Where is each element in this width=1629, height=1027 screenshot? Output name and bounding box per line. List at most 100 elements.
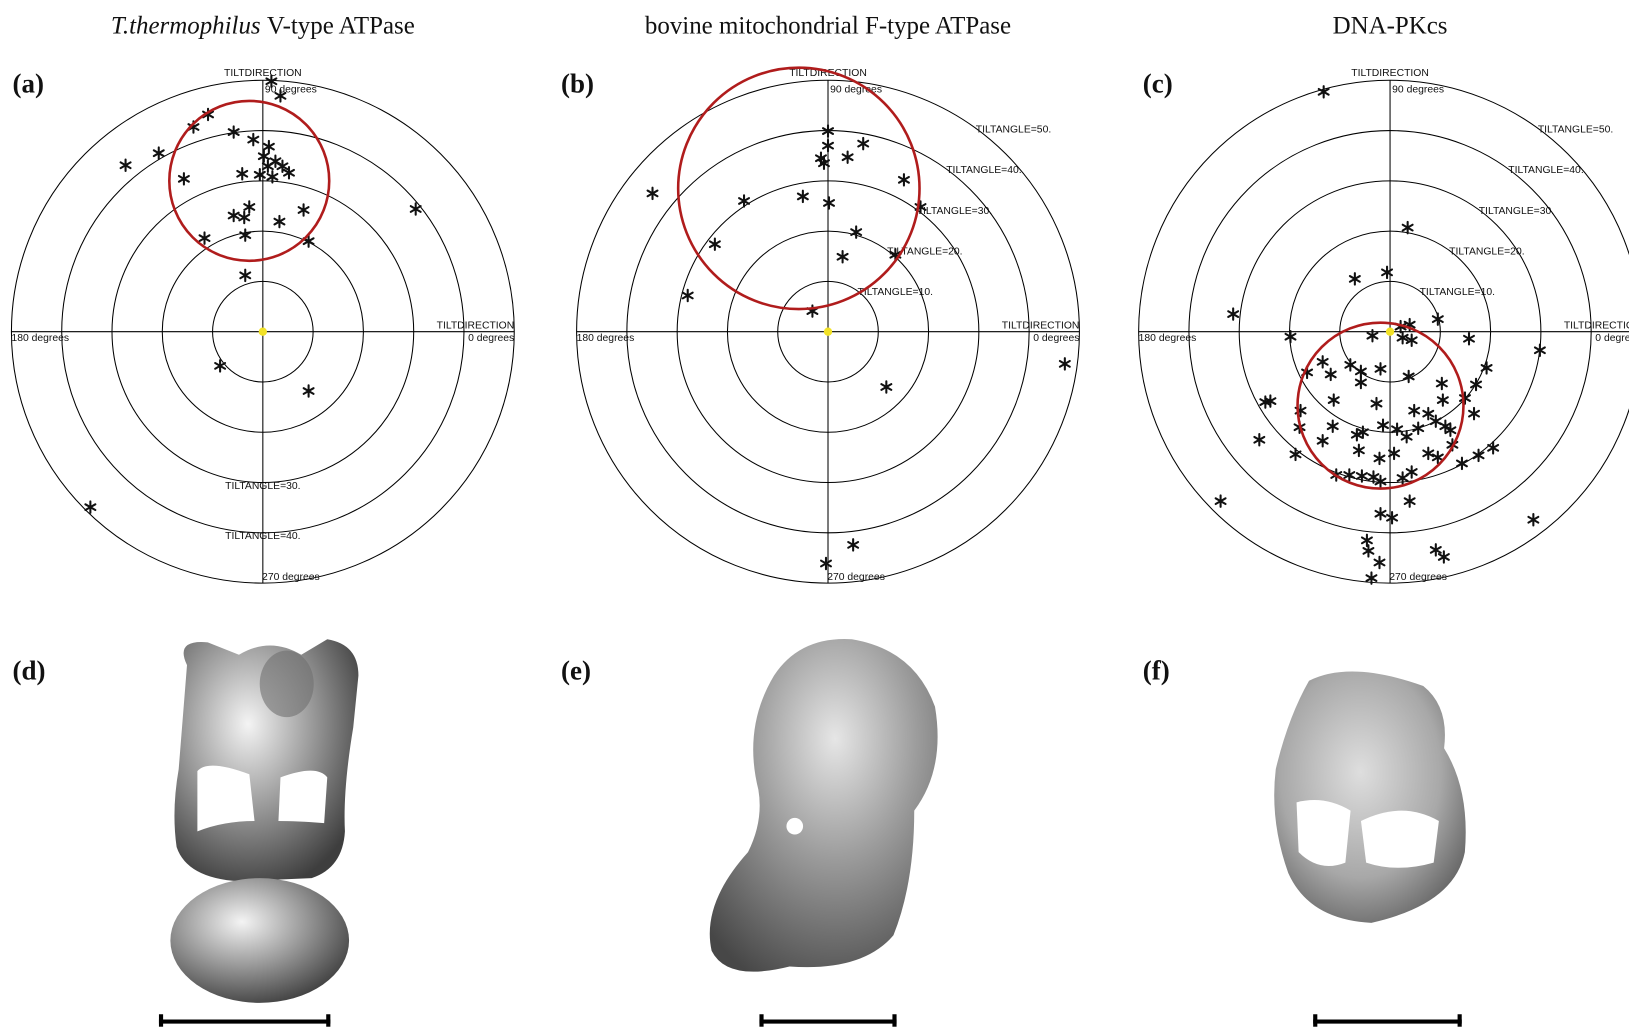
point xyxy=(244,201,254,212)
shade xyxy=(260,651,314,717)
point xyxy=(1375,557,1385,568)
point xyxy=(823,140,833,151)
page: Tilt-pair polar plots {"chart_data": [ {… xyxy=(0,0,1629,1027)
point xyxy=(1488,442,1498,453)
point xyxy=(648,188,658,199)
hole xyxy=(1361,811,1439,868)
point xyxy=(683,290,693,301)
panel-label: (b) xyxy=(561,69,594,99)
point xyxy=(1482,362,1492,373)
point xyxy=(299,204,309,215)
point xyxy=(1437,378,1447,389)
title-run: DNA-PKcs xyxy=(1333,12,1448,39)
point xyxy=(1389,448,1399,459)
point xyxy=(1407,466,1417,477)
point xyxy=(858,138,868,149)
point xyxy=(264,141,274,152)
center-point xyxy=(824,328,832,336)
point xyxy=(821,558,831,569)
point xyxy=(1387,512,1397,523)
point xyxy=(881,381,891,392)
polar-chart: DNA-PKcs(c)TILTANGLE=10.TILTANGLE=20.TIL… xyxy=(1139,12,1629,584)
point xyxy=(1423,448,1433,459)
panel-label: (e) xyxy=(561,656,591,686)
rendering-e xyxy=(710,639,938,1027)
point xyxy=(1291,449,1301,460)
point xyxy=(739,195,749,206)
direction-label: 270 degrees xyxy=(262,572,320,583)
ring-label: TILTANGLE=50. xyxy=(1538,124,1613,135)
point xyxy=(848,539,858,550)
point xyxy=(1376,508,1386,519)
point xyxy=(1362,535,1372,546)
point xyxy=(1438,394,1448,405)
hole xyxy=(278,771,327,823)
point xyxy=(899,174,909,185)
direction-title: TILTDIRECTION xyxy=(437,321,515,332)
point xyxy=(1318,435,1328,446)
ring-label: TILTANGLE=30. xyxy=(1479,206,1554,217)
point xyxy=(200,232,210,243)
direction-title: TILTDIRECTION xyxy=(1351,68,1429,79)
panel-label: (f) xyxy=(1143,656,1170,686)
point xyxy=(248,134,258,145)
direction-label: 0 degrees xyxy=(1033,333,1079,344)
highlight-circle xyxy=(678,68,919,309)
point xyxy=(1286,331,1296,342)
direction-title: TILTDIRECTION xyxy=(224,68,302,79)
rendering-d xyxy=(159,639,358,1027)
figure: (d) (e) (f) T.thermophilusV-type ATPase (… xyxy=(0,0,1629,1027)
point xyxy=(121,160,131,171)
title-run: V-type ATPase xyxy=(267,12,415,39)
point xyxy=(1528,514,1538,525)
direction-title: TILTDIRECTION xyxy=(789,68,867,79)
hole xyxy=(786,818,803,835)
point xyxy=(239,212,249,223)
center-point xyxy=(259,328,267,336)
hole xyxy=(1297,800,1351,866)
density-bottom xyxy=(170,878,349,1003)
point xyxy=(1392,424,1402,435)
point xyxy=(1216,495,1226,506)
direction-label: 270 degrees xyxy=(1389,572,1447,583)
point xyxy=(304,385,314,396)
point xyxy=(1535,345,1545,356)
point xyxy=(824,197,834,208)
point xyxy=(1350,273,1360,284)
direction-label: 0 degrees xyxy=(468,333,514,344)
point xyxy=(1433,313,1443,324)
chart-title: DNA-PKcs xyxy=(1333,12,1448,39)
point xyxy=(1060,358,1070,369)
point xyxy=(1363,545,1373,556)
ring-label: TILTANGLE=40. xyxy=(1508,165,1583,176)
title-run: T.thermophilus xyxy=(111,12,261,39)
direction-label: 90 degrees xyxy=(1392,85,1444,96)
point xyxy=(1469,408,1479,419)
point xyxy=(1372,398,1382,409)
density xyxy=(1274,672,1466,923)
point xyxy=(1464,333,1474,344)
point xyxy=(843,151,853,162)
point xyxy=(229,210,239,221)
point xyxy=(240,229,250,240)
direction-label: 180 degrees xyxy=(577,333,635,344)
point xyxy=(1375,453,1385,464)
ring-label: TILTANGLE=30. xyxy=(917,206,992,217)
point xyxy=(1254,434,1264,445)
direction-title: TILTDIRECTION xyxy=(1564,321,1629,332)
panel-label: (a) xyxy=(12,69,43,99)
ring-label: TILTANGLE=40. xyxy=(946,165,1021,176)
ring-label: TILTANGLE=20. xyxy=(1449,246,1524,257)
point xyxy=(1354,445,1364,456)
point xyxy=(179,173,189,184)
direction-label: 90 degrees xyxy=(265,85,317,96)
direction-label: 270 degrees xyxy=(827,572,885,583)
point xyxy=(240,270,250,281)
point xyxy=(1376,363,1386,374)
point xyxy=(838,251,848,262)
point xyxy=(1326,369,1336,380)
panel-label: (d) xyxy=(12,656,45,686)
point xyxy=(1318,356,1328,367)
point xyxy=(1328,421,1338,432)
